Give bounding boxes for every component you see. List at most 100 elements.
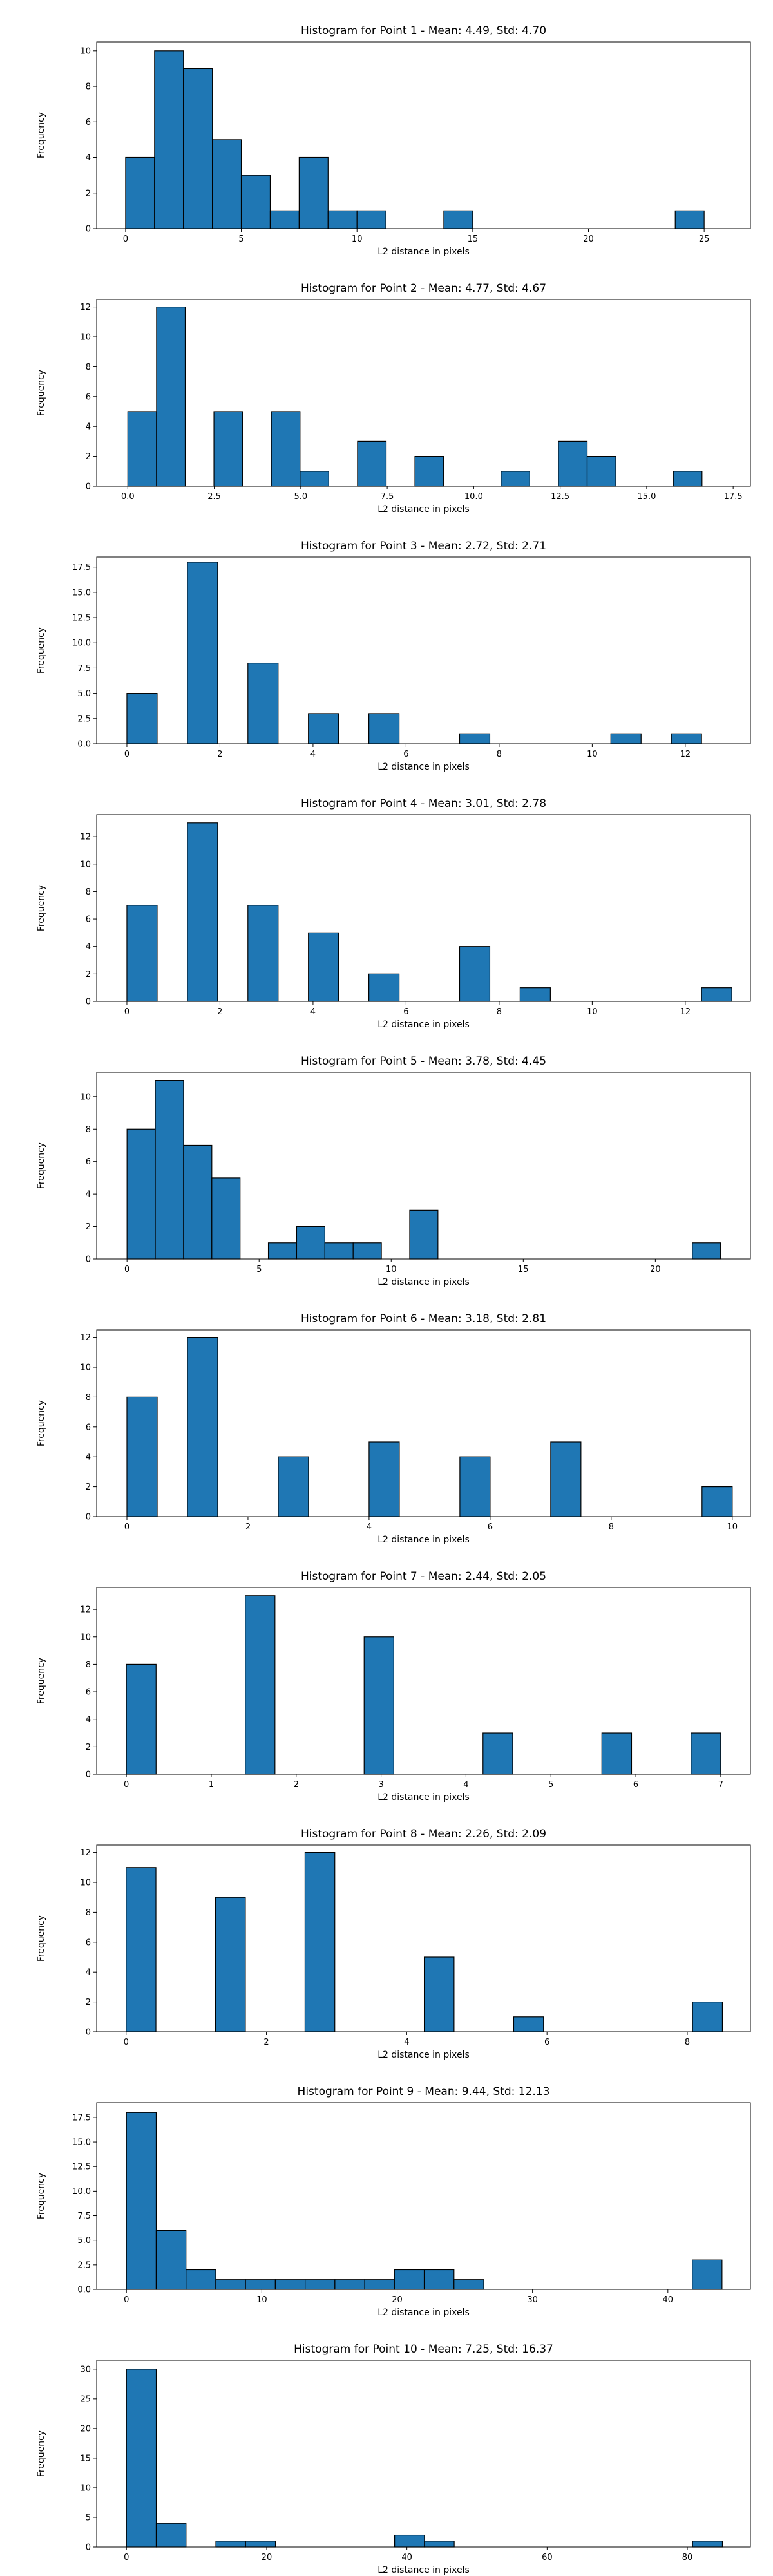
histogram-bar [671,733,702,744]
histogram-bar [125,156,155,229]
histogram-bar [692,2002,723,2032]
y-tick-label: 12 [80,1605,91,1615]
x-tick-label: 0 [124,2553,129,2562]
y-tick-label: 10 [80,2483,91,2493]
y-tick-label: 2 [86,970,91,980]
x-axis-label: L2 distance in pixels [377,1535,470,1545]
x-axis-label: L2 distance in pixels [377,2565,470,2575]
histogram-bar [308,713,339,744]
y-tick-label: 12.5 [72,2163,91,2172]
histogram-panel-9: Histogram for Point 9 - Mean: 9.44, Std:… [0,2061,773,2318]
x-tick-label: 30 [527,2295,538,2305]
histogram-bar [334,2279,365,2290]
y-tick-label: 5.0 [77,689,91,699]
histogram-bar [513,2016,544,2032]
y-tick-label: 10 [80,333,91,343]
histogram-chart: Histogram for Point 5 - Mean: 3.78, Std:… [36,1055,751,1287]
y-tick-label: 6 [86,1938,91,1947]
histogram-panel-1: Histogram for Point 1 - Mean: 4.49, Std:… [0,0,773,258]
histogram-bar [558,440,588,487]
chart-title: Histogram for Point 9 - Mean: 9.44, Std:… [298,2085,550,2098]
y-tick-label: 7.5 [77,2211,91,2221]
x-axis-label: L2 distance in pixels [377,504,470,515]
histogram-chart: Histogram for Point 3 - Mean: 2.72, Std:… [36,540,751,772]
y-tick-label: 10 [80,860,91,869]
histogram-bar [356,210,386,229]
y-tick-label: 8 [86,887,91,897]
histogram-panel-8: Histogram for Point 8 - Mean: 2.26, Std:… [0,1803,773,2061]
histogram-bar [240,175,271,229]
histogram-bar [155,2230,187,2290]
histogram-bar [274,2279,306,2290]
histogram-bar [352,1242,382,1260]
chart-title: Histogram for Point 6 - Mean: 3.18, Std:… [301,1312,546,1325]
y-tick-label: 12 [80,833,91,842]
histogram-bar [155,2523,187,2548]
y-axis-label: Frequency [36,1400,46,1446]
y-tick-label: 12 [80,1848,91,1858]
histogram-bar [424,2541,455,2548]
histogram-bar [269,210,300,229]
histogram-bar [519,987,551,1002]
histogram-bar [394,2534,425,2548]
y-tick-label: 6 [86,1423,91,1432]
x-tick-label: 2 [245,1522,251,1532]
histogram-bar [674,210,705,229]
y-tick-label: 8 [86,82,91,92]
x-tick-label: 5 [548,1780,553,1790]
x-tick-label: 10 [587,1007,598,1017]
y-tick-label: 10 [80,1092,91,1102]
histogram-bar [423,1956,455,2032]
x-tick-label: 0 [124,750,129,759]
histogram-chart: Histogram for Point 1 - Mean: 4.49, Std:… [36,24,751,257]
histogram-bar [443,210,473,229]
y-axis-label: Frequency [36,1658,46,1704]
x-tick-label: 15 [468,234,479,244]
y-tick-label: 15.0 [72,588,91,598]
x-tick-label: 5 [256,1265,262,1274]
histogram-bar [414,456,444,487]
histogram-bar [211,1177,241,1260]
y-axis-label: Frequency [36,370,46,416]
x-tick-label: 20 [392,2295,403,2305]
histogram-bar [154,50,184,229]
histogram-panel-4: Histogram for Point 4 - Mean: 3.01, Std:… [0,773,773,1030]
y-tick-label: 10 [80,1879,91,1888]
histogram-bar [368,713,400,744]
histogram-bar [187,1336,218,1517]
histogram-bar [126,1663,157,1775]
x-tick-label: 40 [401,2553,412,2562]
histogram-bar [364,2279,395,2290]
x-tick-label: 8 [497,1007,502,1017]
x-axis-label: L2 distance in pixels [377,2307,470,2318]
x-tick-label: 0.0 [121,492,135,502]
histogram-chart: Histogram for Point 8 - Mean: 2.26, Std:… [36,1828,751,2060]
plot-frame [96,2102,751,2290]
y-tick-label: 12 [80,303,91,312]
x-axis-label: L2 distance in pixels [377,1019,470,1030]
x-axis-label: L2 distance in pixels [377,247,470,257]
x-tick-label: 10.0 [464,492,483,502]
x-tick-label: 6 [633,1780,638,1790]
y-tick-label: 0 [86,482,91,492]
histogram-bar [363,1636,394,1775]
x-axis-label: L2 distance in pixels [377,1792,470,1803]
histogram-bar [409,1209,439,1260]
x-tick-label: 4 [310,750,316,759]
histogram-bar [692,1242,721,1260]
histogram-bar [212,139,242,229]
y-tick-label: 10 [80,46,91,56]
histogram-bar [691,1732,721,1775]
y-axis-label: Frequency [36,1915,46,1962]
plot-frame [96,41,751,229]
histogram-bar [357,440,387,487]
plot-frame [96,2360,751,2548]
y-tick-label: 10.0 [72,2187,91,2197]
y-tick-label: 2 [86,1743,91,1752]
y-tick-label: 2.5 [77,714,91,724]
y-tick-label: 0 [86,1770,91,1780]
histogram-bar [305,2279,336,2290]
y-axis-label: Frequency [36,2430,46,2477]
plot-frame [96,1844,751,2032]
histogram-bar [126,1396,158,1517]
